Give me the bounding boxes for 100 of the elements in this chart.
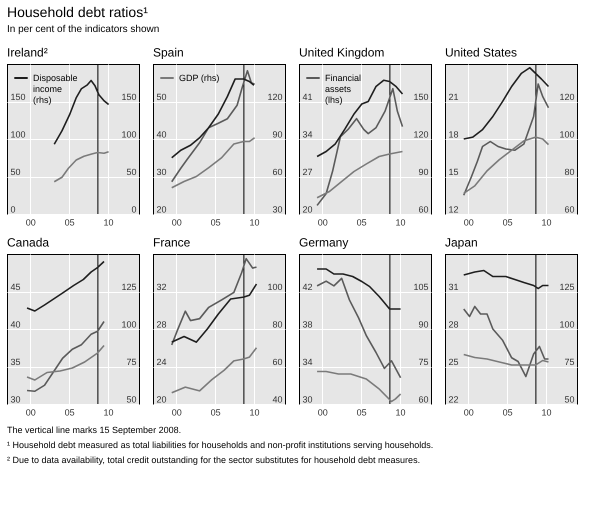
chart-title: Ireland² — [7, 46, 48, 60]
text: ¹ Household debt measured as total liabilities for households and non-profit institutions serving households. — [7, 440, 434, 450]
y2-tick-label: 100 — [559, 320, 574, 330]
y2-tick-label: 105 — [413, 282, 428, 292]
text: The vertical line marks 15 September 2008. — [7, 425, 182, 435]
y2-tick-label: 120 — [413, 130, 428, 140]
y-tick-label: 31 — [448, 282, 459, 292]
y-tick-label: 42 — [302, 282, 313, 292]
x-tick-label: 00 — [26, 218, 36, 228]
x-tick-label: 00 — [26, 408, 36, 418]
y-tick-label: 34 — [302, 130, 313, 140]
chart-title: Spain — [153, 46, 184, 60]
y2-tick-label: 50 — [564, 394, 574, 404]
legend-label: GDP (rhs) — [179, 73, 220, 83]
y-tick-label: 18 — [448, 130, 459, 140]
x-tick-label: 05 — [64, 218, 75, 228]
text: ² Due to data availability, total credit outstanding for the sector substitutes for household debt measures. — [7, 455, 420, 465]
chart-title: France — [153, 236, 191, 250]
y-tick-label: 34 — [302, 357, 313, 367]
y2-tick-label: 80 — [564, 167, 574, 177]
x-tick-label: 00 — [318, 408, 328, 418]
y2-tick-label: 60 — [418, 394, 428, 404]
x-tick-label: 00 — [318, 218, 328, 228]
y2-tick-label: 75 — [418, 357, 428, 367]
y-tick-label: 30 — [302, 394, 313, 404]
y2-tick-label: 30 — [272, 204, 282, 214]
y-tick-label: 12 — [448, 204, 459, 214]
chart-title: United States — [445, 46, 518, 60]
y2-tick-label: 150 — [413, 92, 428, 102]
y2-tick-label: 50 — [126, 167, 136, 177]
y2-tick-label: 50 — [126, 394, 136, 404]
y-tick-label: 20 — [302, 204, 313, 214]
y-tick-label: 20 — [156, 204, 167, 214]
y-tick-label: 27 — [302, 167, 313, 177]
y-tick-label: 0 — [10, 204, 16, 214]
y-tick-label: 50 — [10, 167, 21, 177]
y-tick-label: 40 — [156, 130, 167, 140]
y2-tick-label: 60 — [272, 167, 282, 177]
y2-tick-label: 90 — [418, 167, 428, 177]
text: In per cent of the indicators shown — [7, 24, 160, 35]
y-tick-label: 28 — [156, 320, 167, 330]
x-tick-label: 00 — [464, 408, 474, 418]
y-tick-label: 20 — [156, 394, 167, 404]
chart-title: Germany — [299, 236, 348, 250]
x-tick-label: 10 — [395, 218, 406, 228]
y2-tick-label: 100 — [121, 320, 136, 330]
y2-tick-label: 125 — [559, 282, 574, 292]
y2-tick-label: 125 — [121, 282, 136, 292]
y-tick-label: 28 — [448, 320, 459, 330]
chart-title: United Kingdom — [299, 46, 384, 60]
x-tick-label: 05 — [502, 218, 513, 228]
x-tick-label: 10 — [395, 408, 406, 418]
y-tick-label: 38 — [302, 320, 313, 330]
y-tick-label: 24 — [156, 357, 167, 367]
x-tick-label: 10 — [541, 218, 552, 228]
y2-tick-label: 60 — [564, 204, 574, 214]
x-tick-label: 10 — [249, 408, 260, 418]
chart-title: Canada — [7, 236, 50, 250]
y-tick-label: 40 — [10, 320, 21, 330]
x-tick-label: 00 — [464, 218, 474, 228]
y-tick-label: 15 — [448, 167, 459, 177]
y-tick-label: 50 — [156, 92, 167, 102]
x-tick-label: 05 — [356, 408, 367, 418]
y-tick-label: 100 — [10, 130, 26, 140]
y2-tick-label: 100 — [559, 130, 574, 140]
y-tick-label: 21 — [448, 92, 459, 102]
y2-tick-label: 40 — [272, 394, 282, 404]
y2-tick-label: 75 — [126, 357, 136, 367]
y-tick-label: 150 — [10, 92, 26, 102]
y2-tick-label: 90 — [418, 320, 428, 330]
y2-tick-label: 60 — [272, 357, 282, 367]
y-tick-label: 41 — [302, 92, 313, 102]
y-tick-label: 32 — [156, 282, 167, 292]
x-tick-label: 00 — [172, 408, 182, 418]
y-tick-label: 30 — [10, 394, 21, 404]
y2-tick-label: 60 — [418, 204, 428, 214]
text: Household debt ratios¹ — [7, 4, 148, 20]
y2-tick-label: 80 — [272, 320, 282, 330]
y2-tick-label: 100 — [121, 130, 136, 140]
y-tick-label: 25 — [448, 357, 459, 367]
x-tick-label: 05 — [210, 218, 221, 228]
y2-tick-label: 90 — [272, 130, 282, 140]
y2-tick-label: 120 — [267, 92, 282, 102]
y2-tick-label: 150 — [121, 92, 136, 102]
y2-tick-label: 0 — [131, 204, 136, 214]
x-tick-label: 05 — [502, 408, 513, 418]
x-tick-label: 10 — [541, 408, 552, 418]
x-tick-label: 10 — [103, 408, 114, 418]
x-tick-label: 05 — [210, 408, 221, 418]
y-tick-label: 30 — [156, 167, 167, 177]
x-tick-label: 05 — [64, 408, 75, 418]
chart-title: Japan — [445, 236, 478, 250]
y2-tick-label: 120 — [559, 92, 574, 102]
y-tick-label: 45 — [10, 282, 21, 292]
x-tick-label: 00 — [172, 218, 182, 228]
y2-tick-label: 75 — [564, 357, 574, 367]
x-tick-label: 05 — [356, 218, 367, 228]
x-tick-label: 10 — [103, 218, 114, 228]
x-tick-label: 10 — [249, 218, 260, 228]
legend-label: Financial assets (lhs) — [325, 73, 362, 105]
